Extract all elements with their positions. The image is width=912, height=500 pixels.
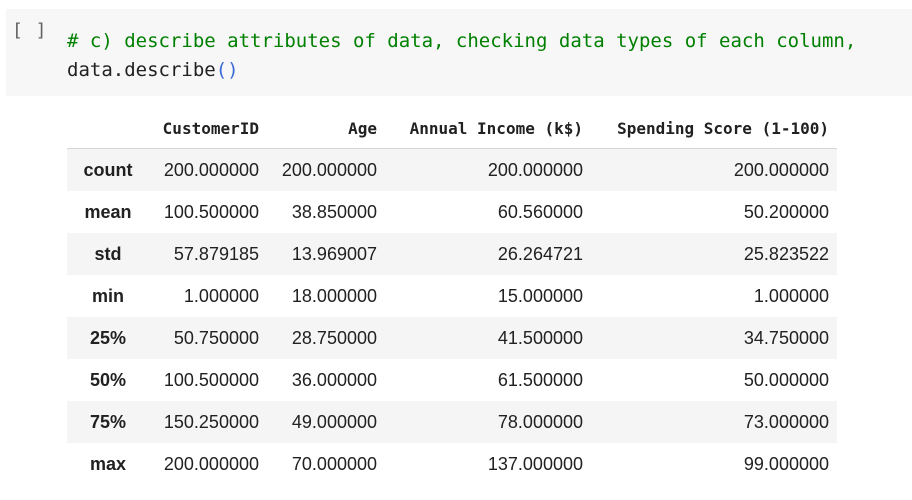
table-cell: 150.250000 [163,411,259,432]
table-cell: 49.000000 [291,411,377,432]
table-header-row: CustomerID Age Annual Income (k$) Spendi… [67,108,837,149]
table-cell: 200.000000 [733,159,829,180]
table-cell: 34.750000 [743,327,829,348]
table-cell: 18.000000 [291,285,377,306]
table-row: mean 100.500000 38.850000 60.560000 50.20000… [67,191,837,233]
table-cell: 50.750000 [173,327,259,348]
table-cell: 1.000000 [753,285,829,306]
run-cell-button[interactable]: [ ] [12,20,48,41]
table-row: count 200.000000 200.000000 200.000000 200.0… [67,148,837,191]
table-cell: 26.264721 [497,243,583,264]
table-cell: 36.000000 [291,369,377,390]
table-cell: 1.000000 [183,285,259,306]
row-index-label: count [83,159,133,180]
table-cell: 60.560000 [497,201,583,222]
row-index-label: 25% [89,327,127,348]
table-cell: 200.000000 [163,453,259,474]
table-cell: 200.000000 [163,159,259,180]
table-cell: 25.823522 [743,243,829,264]
table-cell: 99.000000 [743,453,829,474]
table-row: 75% 150.250000 49.000000 78.000000 73.000000 [67,401,837,443]
table-cell: 50.200000 [743,201,829,222]
table-cell: 137.000000 [487,453,583,474]
row-index-label: 75% [89,411,127,432]
row-index-label: min [91,285,124,306]
table-cell: 73.000000 [743,411,829,432]
table-row: 25% 50.750000 28.750000 41.500000 34.750000 [67,317,837,359]
column-header-spending-score: Spending Score (1-100) [591,108,837,149]
code-editor[interactable]: # c) describe attributes of data, checki… [67,27,856,85]
column-header-customerid: CustomerID [149,108,267,149]
describe-output-table: CustomerID Age Annual Income (k$) Spendi… [67,108,837,485]
table-row: 50% 100.500000 36.000000 61.500000 50.000000 [67,359,837,401]
table-row: std 57.879185 13.969007 26.264721 25.823522 [67,233,837,275]
table-row: max 200.000000 70.000000 137.000000 99.00000… [67,443,837,485]
table-row: min 1.000000 18.000000 15.000000 1.000000 [67,275,837,317]
row-index-label: max [89,453,127,474]
table-cell: 38.850000 [291,201,377,222]
column-header-annual-income: Annual Income (k$) [385,108,591,149]
table-cell: 50.000000 [743,369,829,390]
table-cell: 13.969007 [291,243,377,264]
row-index-label: std [94,243,122,264]
table-cell: 15.000000 [497,285,583,306]
table-cell: 100.500000 [163,369,259,390]
index-header [67,108,149,149]
table-cell: 57.879185 [173,243,259,264]
table-cell: 41.500000 [497,327,583,348]
table-cell: 78.000000 [497,411,583,432]
table-cell: 200.000000 [487,159,583,180]
code-parens: () [215,59,239,81]
code-comment: # c) describe attributes of data, checki… [67,30,857,52]
table-cell: 28.750000 [291,327,377,348]
code-cell[interactable] [6,9,912,96]
table-cell: 200.000000 [281,159,377,180]
code-call: data.describe [67,59,216,81]
column-header-age: Age [267,108,385,149]
table-cell: 100.500000 [163,201,259,222]
table-cell: 61.500000 [497,369,583,390]
row-index-label: 50% [89,369,127,390]
row-index-label: mean [84,201,132,222]
table-cell: 70.000000 [291,453,377,474]
